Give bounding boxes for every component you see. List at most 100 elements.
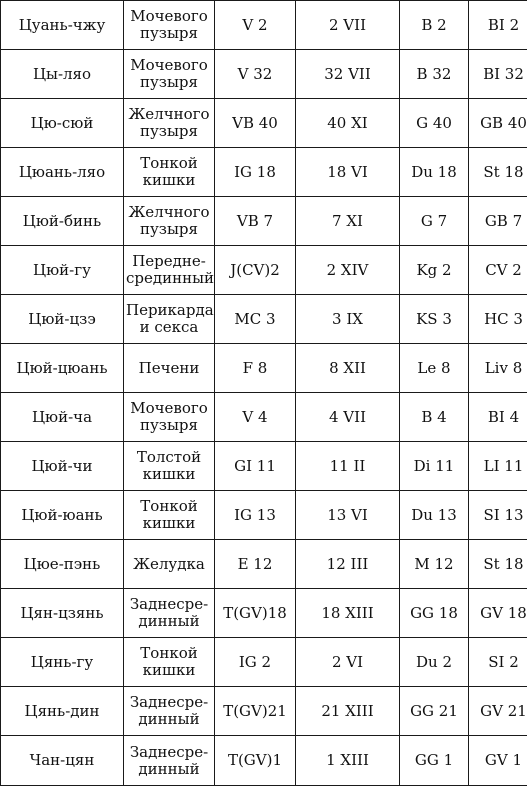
point-name-cell: Цюй-гу xyxy=(1,246,124,295)
code-french-cell: VB 7 xyxy=(215,197,296,246)
point-name-cell: Цянь-гу xyxy=(1,638,124,687)
code-german-cell: KS 3 xyxy=(400,295,469,344)
code-roman-cell: 2 VI xyxy=(296,638,400,687)
channel-cell: Заднесре-динный xyxy=(124,736,215,786)
code-roman-cell: 18 VI xyxy=(296,148,400,197)
point-name-cell: Цюй-бинь xyxy=(1,197,124,246)
code-german-cell: Le 8 xyxy=(400,344,469,393)
channel-line: Тонкой xyxy=(126,645,212,662)
channel-line: Толстой xyxy=(126,449,212,466)
point-name-cell: Цюй-цюань xyxy=(1,344,124,393)
code-german-cell: M 12 xyxy=(400,540,469,589)
code-german-cell: G 40 xyxy=(400,99,469,148)
code-english-cell: GV 1 xyxy=(469,736,527,786)
code-english-cell: LI 11 xyxy=(469,442,527,491)
channel-line: пузыря xyxy=(126,74,212,91)
code-french-cell: GI 11 xyxy=(215,442,296,491)
code-roman-cell: 11 II xyxy=(296,442,400,491)
channel-line: динный xyxy=(126,761,212,778)
channel-line: Желчного xyxy=(126,106,212,123)
code-roman-cell: 2 XIV xyxy=(296,246,400,295)
point-name-cell: Чан-цян xyxy=(1,736,124,786)
point-name-cell: Цюй-чи xyxy=(1,442,124,491)
code-german-cell: GG 18 xyxy=(400,589,469,638)
code-roman-cell: 7 XI xyxy=(296,197,400,246)
code-french-cell: VB 40 xyxy=(215,99,296,148)
code-roman-cell: 2 VII xyxy=(296,1,400,50)
code-roman-cell: 40 XI xyxy=(296,99,400,148)
point-name-cell: Цянь-дин xyxy=(1,687,124,736)
point-name-cell: Цюй-цзэ xyxy=(1,295,124,344)
channel-cell: Желудка xyxy=(124,540,215,589)
channel-line: пузыря xyxy=(126,417,212,434)
code-german-cell: Du 18 xyxy=(400,148,469,197)
channel-line: пузыря xyxy=(126,123,212,140)
code-english-cell: St 18 xyxy=(469,148,527,197)
point-name-cell: Цуань-чжу xyxy=(1,1,124,50)
channel-line: Тонкой xyxy=(126,155,212,172)
code-german-cell: B 2 xyxy=(400,1,469,50)
code-roman-cell: 4 VII xyxy=(296,393,400,442)
channel-line: Желудка xyxy=(126,556,212,573)
code-english-cell: BI 2 xyxy=(469,1,527,50)
channel-line: кишки xyxy=(126,466,212,483)
channel-line: Мочевого xyxy=(126,400,212,417)
channel-line: кишки xyxy=(126,515,212,532)
code-roman-cell: 13 VI xyxy=(296,491,400,540)
channel-line: Заднесре- xyxy=(126,694,212,711)
code-roman-cell: 1 XIII xyxy=(296,736,400,786)
channel-line: Мочевого xyxy=(126,8,212,25)
channel-line: Печени xyxy=(126,360,212,377)
code-french-cell: T(GV)18 xyxy=(215,589,296,638)
code-roman-cell: 8 XII xyxy=(296,344,400,393)
code-french-cell: J(CV)2 xyxy=(215,246,296,295)
channel-line: Заднесре- xyxy=(126,744,212,761)
channel-line: динный xyxy=(126,613,212,630)
code-german-cell: GG 21 xyxy=(400,687,469,736)
code-french-cell: V 2 xyxy=(215,1,296,50)
code-french-cell: T(GV)1 xyxy=(215,736,296,786)
code-roman-cell: 21 XIII xyxy=(296,687,400,736)
channel-line: Перикарда xyxy=(126,302,212,319)
code-english-cell: CV 2 xyxy=(469,246,527,295)
channel-line: Мочевого xyxy=(126,57,212,74)
code-french-cell: T(GV)21 xyxy=(215,687,296,736)
code-german-cell: Du 13 xyxy=(400,491,469,540)
code-roman-cell: 32 VII xyxy=(296,50,400,99)
channel-cell: Заднесре-динный xyxy=(124,687,215,736)
code-roman-cell: 12 III xyxy=(296,540,400,589)
code-english-cell: GB 40 xyxy=(469,99,527,148)
code-french-cell: IG 13 xyxy=(215,491,296,540)
code-english-cell: HC 3 xyxy=(469,295,527,344)
code-french-cell: IG 18 xyxy=(215,148,296,197)
channel-line: Желчного xyxy=(126,204,212,221)
channel-line: Передне- xyxy=(126,253,212,270)
channel-cell: Печени xyxy=(124,344,215,393)
channel-line: и секса xyxy=(126,319,212,336)
point-name-cell: Цюй-ча xyxy=(1,393,124,442)
code-german-cell: Du 2 xyxy=(400,638,469,687)
code-german-cell: G 7 xyxy=(400,197,469,246)
code-french-cell: IG 2 xyxy=(215,638,296,687)
channel-cell: Передне-срединный xyxy=(124,246,215,295)
